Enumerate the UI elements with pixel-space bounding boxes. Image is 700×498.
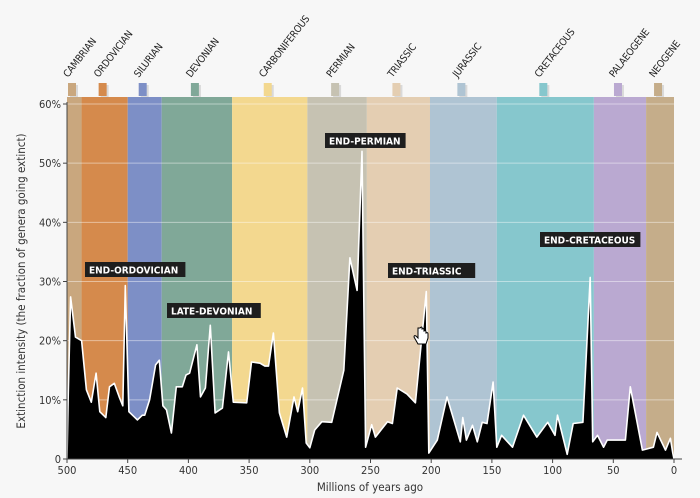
event-label-box — [167, 303, 261, 318]
y-tick-label: 50% — [39, 157, 61, 170]
event-label-box — [388, 263, 476, 278]
x-tick-label: 450 — [118, 464, 137, 477]
x-tick-label: 200 — [422, 464, 441, 477]
event-labels: END-ORDOVICIAN LATE-DEVONIAN END-PERMIAN EN… — [85, 133, 641, 318]
event-label: END-ORDOVICIAN — [89, 266, 178, 277]
gridlines — [67, 103, 674, 401]
period-label: SILURIAN — [132, 42, 165, 80]
period-marker — [98, 83, 107, 96]
period-marker — [392, 83, 401, 96]
period-marker — [138, 83, 147, 96]
event-label-box — [85, 262, 186, 277]
y-tick-label: 0 — [55, 453, 61, 466]
period-label: ORDOVICIAN — [92, 29, 135, 80]
y-tick-label: 10% — [39, 394, 61, 407]
event-label: LATE-DEVONIAN — [171, 307, 252, 318]
period-marker — [613, 83, 622, 96]
period-marker — [68, 83, 76, 96]
x-tick-label: 50 — [607, 464, 620, 477]
period-label: JURASSIC — [450, 42, 484, 81]
event-label-box — [540, 232, 641, 247]
period-label: NEOGENE — [648, 39, 684, 80]
event-label: END-PERMIAN — [329, 137, 401, 148]
period-label: CARBONIFEROUS — [257, 14, 312, 80]
y-axis-label: Extinction intensity (the fraction of ge… — [14, 133, 28, 428]
period-marker — [263, 83, 272, 96]
x-tick-label: 150 — [482, 464, 501, 477]
extinction-area-fill — [67, 151, 674, 460]
extinction-line — [66, 150, 675, 460]
period-band-cretaceous — [496, 97, 594, 459]
y-tick-label: 30% — [39, 276, 61, 289]
x-tick-label: 400 — [179, 464, 198, 477]
hand-cursor-icon — [413, 326, 429, 345]
period-label: PERMIAN — [325, 42, 358, 80]
event-label: END-CRETACEOUS — [544, 236, 635, 247]
period-label: TRIASSIC — [386, 42, 419, 81]
event-label: END-TRIASSIC — [392, 267, 462, 278]
axes: 010%20%30%40%50%60%500 450 400 350 300 250 200… — [39, 98, 682, 477]
period-marker — [331, 83, 340, 96]
x-tick-label: 100 — [543, 464, 562, 477]
x-tick-label: 0 — [671, 464, 677, 477]
y-tick-label: 60% — [39, 98, 61, 111]
period-marker — [539, 83, 548, 96]
extinction-area — [66, 150, 675, 460]
period-label: CRETACEOUS — [533, 27, 578, 80]
event-label-box — [325, 133, 406, 148]
x-tick-label: 300 — [300, 464, 319, 477]
y-tick-label: 40% — [39, 216, 61, 229]
x-tick-label: 500 — [58, 464, 77, 477]
period-band-neogene — [646, 97, 674, 459]
y-tick-label: 20% — [39, 335, 61, 348]
period-band-palaeogene — [593, 97, 647, 459]
period-marker — [190, 83, 199, 96]
period-label: PALAEOGENE — [608, 27, 653, 80]
x-axis-label: Millions of years ago — [317, 480, 423, 494]
x-tick-label: 350 — [240, 464, 259, 477]
period-marker — [457, 83, 466, 96]
period-label: DEVONIAN — [185, 37, 222, 80]
period-marker — [654, 83, 663, 96]
x-tick-label: 250 — [361, 464, 380, 477]
